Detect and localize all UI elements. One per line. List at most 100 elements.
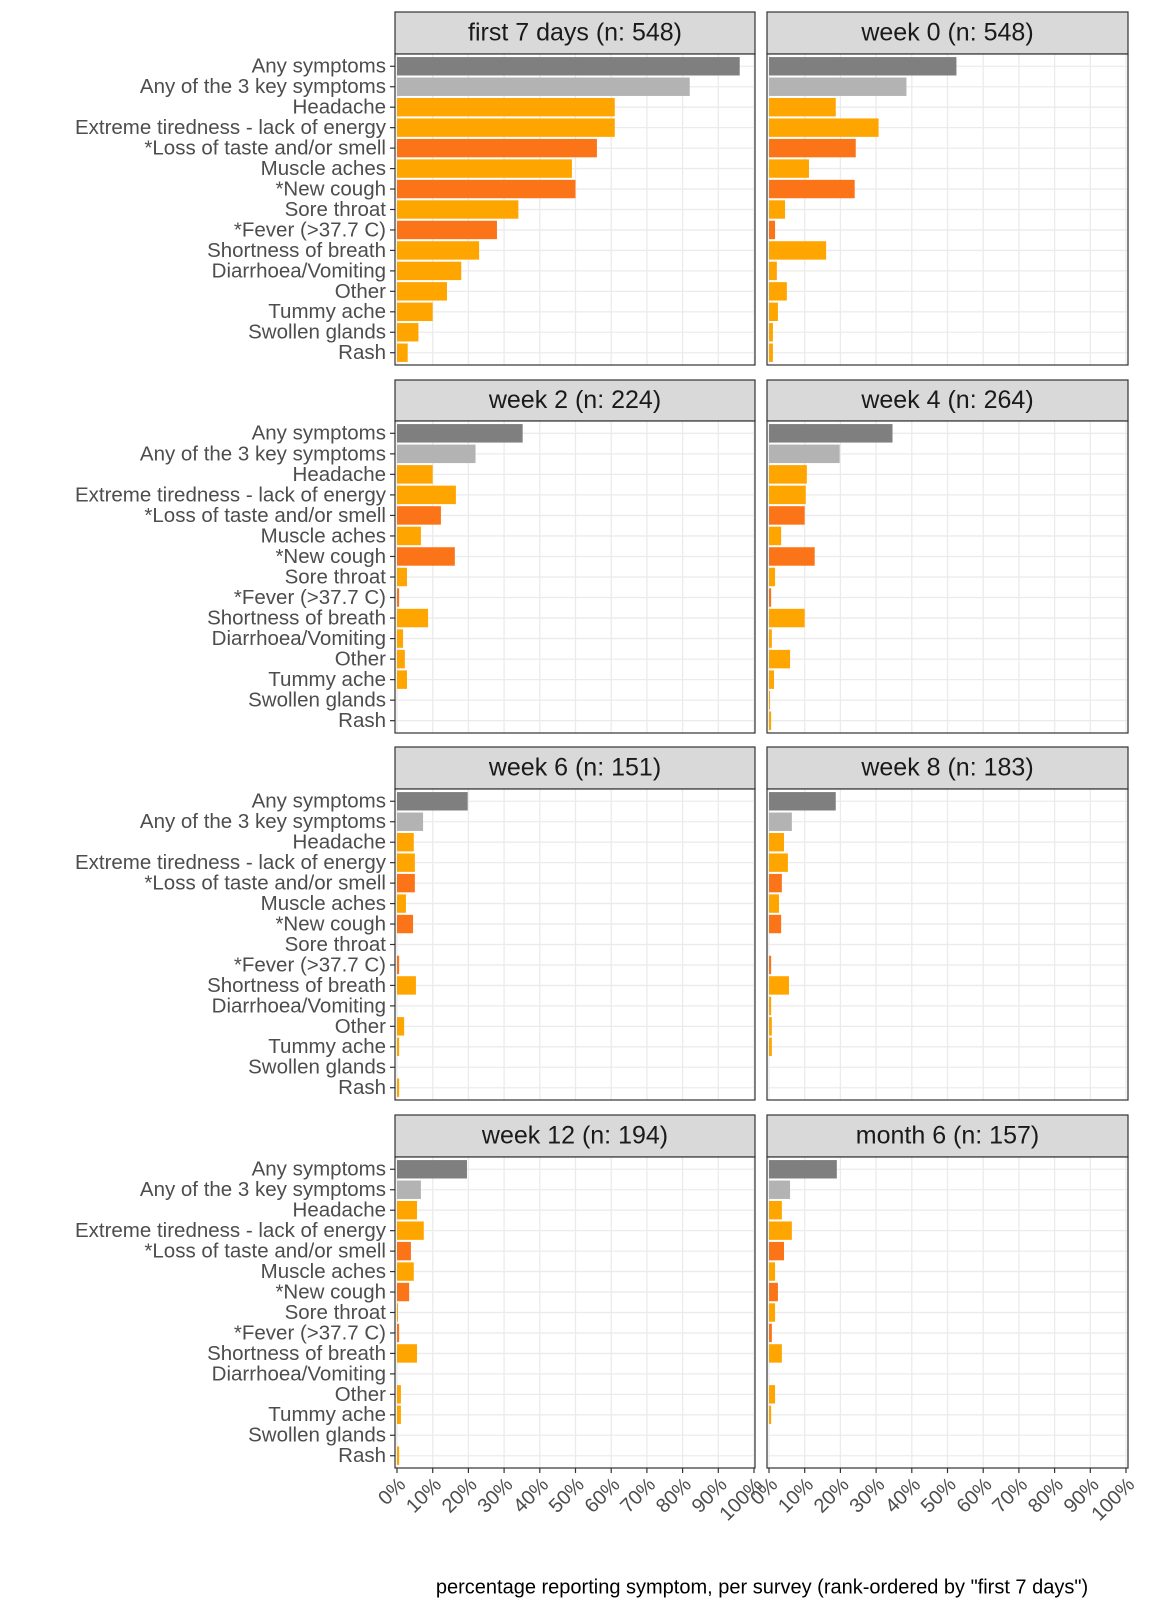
bar bbox=[769, 914, 782, 934]
y-tick-label: Headache bbox=[293, 463, 386, 486]
x-tick-label: 70% bbox=[988, 1474, 1032, 1518]
bar bbox=[397, 588, 400, 607]
bar bbox=[397, 1303, 399, 1322]
bar bbox=[769, 1180, 791, 1199]
bar bbox=[397, 832, 414, 852]
bar bbox=[769, 97, 836, 117]
facet-title: week 4 (n: 264) bbox=[860, 386, 1033, 414]
bar bbox=[769, 711, 772, 730]
bar bbox=[769, 1221, 792, 1240]
bar bbox=[397, 506, 441, 525]
bar bbox=[769, 465, 807, 484]
bar bbox=[769, 444, 840, 464]
bar bbox=[769, 547, 815, 566]
y-tick-label: Shortness of breath bbox=[207, 1342, 386, 1365]
y-tick-label: *Loss of taste and/or smell bbox=[144, 1240, 386, 1263]
x-tick-label: 80% bbox=[652, 1474, 696, 1518]
bar bbox=[769, 138, 856, 158]
x-tick-label: 20% bbox=[438, 1474, 482, 1518]
y-tick-label: Diarrhoea/Vomiting bbox=[212, 259, 386, 282]
bar bbox=[769, 649, 791, 669]
bar bbox=[397, 894, 406, 913]
bar bbox=[769, 1344, 782, 1363]
bar bbox=[769, 1017, 772, 1036]
bar bbox=[397, 976, 416, 995]
bar bbox=[397, 282, 447, 301]
y-tick-label: Any of the 3 key symptoms bbox=[140, 442, 386, 465]
strip bbox=[766, 1114, 1129, 1158]
bar bbox=[397, 1405, 401, 1425]
bar bbox=[769, 832, 784, 852]
strip bbox=[766, 11, 1129, 55]
bar bbox=[769, 588, 772, 607]
bar bbox=[769, 1262, 776, 1281]
bar bbox=[397, 261, 462, 281]
y-tick-label: Any symptoms bbox=[252, 422, 386, 445]
bar bbox=[397, 220, 497, 240]
bar bbox=[769, 1241, 784, 1261]
bar bbox=[769, 670, 774, 689]
y-tick-label: Other bbox=[335, 280, 386, 303]
y-tick-label: Diarrhoea/Vomiting bbox=[212, 1362, 386, 1385]
bar bbox=[769, 873, 782, 893]
y-tick-label: Sore throat bbox=[285, 565, 387, 588]
bar bbox=[397, 1078, 400, 1097]
facet-title: week 8 (n: 183) bbox=[860, 754, 1033, 782]
bar bbox=[769, 424, 893, 443]
y-tick-label: Sore throat bbox=[285, 933, 387, 956]
bar bbox=[397, 77, 690, 96]
bar bbox=[397, 792, 468, 811]
x-tick-label: 80% bbox=[1024, 1474, 1068, 1518]
bar bbox=[397, 57, 740, 76]
x-tick-label: 20% bbox=[810, 1474, 854, 1518]
bar bbox=[397, 424, 523, 443]
y-tick-label: Swollen glands bbox=[248, 1424, 386, 1447]
panel-border bbox=[766, 788, 1129, 1101]
x-tick-label: 50% bbox=[545, 1474, 589, 1518]
bar bbox=[397, 873, 415, 893]
y-tick-label: Other bbox=[335, 1383, 386, 1406]
y-tick-label: Extreme tiredness - lack of energy bbox=[75, 116, 387, 139]
bar bbox=[397, 812, 424, 831]
bar bbox=[397, 1323, 400, 1343]
bar bbox=[769, 343, 773, 362]
bar bbox=[397, 547, 455, 566]
bar bbox=[769, 261, 777, 281]
bar bbox=[397, 444, 476, 464]
bar bbox=[769, 1160, 837, 1179]
facet-title: week 0 (n: 548) bbox=[860, 19, 1033, 47]
bar bbox=[769, 241, 827, 260]
y-tick-label: Other bbox=[335, 648, 386, 671]
strip bbox=[394, 746, 756, 790]
bar bbox=[769, 853, 788, 872]
bar bbox=[769, 976, 789, 995]
bar bbox=[769, 1405, 772, 1425]
strip bbox=[766, 379, 1129, 422]
y-tick-label: Sore throat bbox=[285, 198, 387, 221]
bar bbox=[397, 97, 615, 117]
bar bbox=[397, 118, 615, 137]
y-tick-label: Diarrhoea/Vomiting bbox=[212, 994, 386, 1017]
bar bbox=[397, 1180, 421, 1199]
y-tick-label: Extreme tiredness - lack of energy bbox=[75, 851, 387, 874]
y-tick-label: Swollen glands bbox=[248, 1056, 386, 1079]
y-tick-label: *Loss of taste and/or smell bbox=[144, 872, 386, 895]
bar bbox=[397, 1221, 424, 1240]
y-tick-label: Any symptoms bbox=[252, 790, 386, 813]
bar bbox=[769, 57, 957, 76]
x-tick-label: 30% bbox=[474, 1474, 518, 1518]
bar bbox=[769, 1385, 776, 1404]
bar bbox=[769, 200, 786, 219]
y-tick-label: Any of the 3 key symptoms bbox=[140, 75, 386, 98]
bar bbox=[769, 526, 782, 546]
y-tick-label: Headache bbox=[293, 1199, 386, 1222]
bar bbox=[769, 894, 779, 913]
y-tick-label: Any of the 3 key symptoms bbox=[140, 810, 386, 833]
y-tick-label: Headache bbox=[293, 831, 386, 854]
bar bbox=[397, 1385, 401, 1404]
bar bbox=[397, 302, 433, 322]
bar bbox=[769, 118, 879, 137]
bar bbox=[397, 1037, 400, 1057]
